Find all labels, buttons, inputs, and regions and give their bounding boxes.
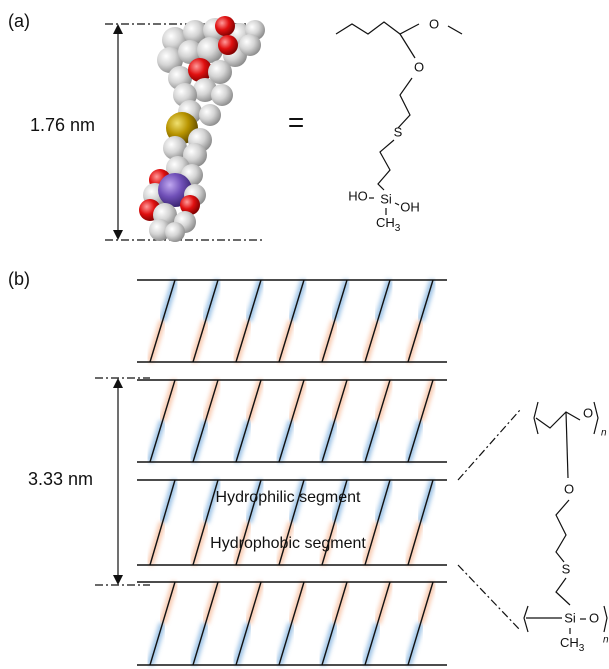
atom-sphere	[149, 219, 171, 241]
chain-line	[321, 479, 348, 566]
chain-line	[149, 581, 176, 666]
atom-label: O	[414, 59, 424, 74]
chain-line	[192, 581, 219, 666]
atom-label: S	[562, 561, 571, 576]
chain-line	[149, 479, 176, 566]
atom-sphere	[193, 78, 217, 102]
spacing-label: 3.33 nm	[28, 469, 93, 489]
atom-sphere	[199, 104, 221, 126]
chain-line	[149, 379, 176, 463]
bracket	[603, 605, 608, 633]
subscript: n	[601, 428, 607, 439]
chain-line	[364, 379, 391, 463]
atom-sphere	[163, 136, 187, 160]
chain-line	[278, 581, 305, 666]
bond	[335, 21, 420, 35]
atom-sphere	[183, 143, 207, 167]
chain-line	[235, 279, 262, 363]
chain-line	[321, 279, 348, 363]
atom-label: S	[394, 124, 403, 139]
chain-line	[364, 581, 391, 666]
chain-line	[149, 279, 176, 363]
atom-sphere	[178, 40, 202, 64]
chain-line	[192, 479, 219, 566]
chain-line	[364, 479, 391, 566]
atom-sphere	[180, 195, 200, 215]
bond	[397, 77, 413, 129]
equals-sign: =	[288, 106, 304, 137]
segment-label: Hydrophobic segment	[210, 535, 366, 552]
segment-label: Hydrophilic segment	[216, 489, 362, 506]
chain-line	[407, 379, 434, 463]
atom-sphere	[208, 60, 232, 84]
atom-sphere	[239, 34, 261, 56]
chain-line	[192, 379, 219, 463]
bond	[447, 25, 463, 35]
guide-line	[457, 564, 521, 631]
atom-label: CH3	[560, 635, 585, 653]
bond	[555, 577, 571, 606]
arrow-head	[113, 575, 123, 585]
bracket	[533, 401, 539, 435]
atom-label: O	[564, 481, 574, 496]
chain-line	[235, 479, 262, 566]
panel-label: (b)	[8, 269, 30, 289]
chain-line	[364, 279, 391, 363]
arrow-head	[113, 378, 123, 388]
atom-label: CH	[560, 635, 579, 650]
chain-line	[278, 479, 305, 566]
chain-line	[407, 279, 434, 363]
atom-sphere	[188, 58, 212, 82]
bond	[565, 411, 569, 479]
chain-line	[321, 581, 348, 666]
subscript: 3	[579, 643, 585, 654]
bond	[555, 499, 570, 563]
atom-sphere	[165, 222, 185, 242]
atom-label: O	[583, 405, 593, 420]
atom-sphere	[197, 37, 223, 63]
atom-label: CH3	[376, 215, 401, 233]
atom-label: O	[429, 16, 439, 31]
atom-label: CH	[376, 215, 395, 230]
atom-sphere	[218, 35, 238, 55]
atom-label: OH	[400, 199, 420, 214]
atom-sphere	[211, 84, 233, 106]
chain-line	[235, 379, 262, 463]
atom-label: HO	[348, 188, 368, 203]
atom-sphere	[157, 47, 183, 73]
bracket	[593, 401, 599, 435]
guide-line	[457, 409, 521, 481]
atom-label: Si	[564, 610, 576, 625]
chain-line	[192, 279, 219, 363]
bracket	[523, 605, 529, 633]
bond	[394, 202, 400, 206]
arrow-head	[113, 24, 123, 34]
chain-line	[278, 379, 305, 463]
bond	[535, 411, 581, 429]
length-label: 1.76 nm	[30, 115, 95, 135]
chain-line	[407, 479, 434, 566]
bond	[399, 33, 416, 59]
panel-label: (a)	[8, 11, 30, 31]
atom-label: O	[589, 610, 599, 625]
chain-line	[321, 379, 348, 463]
atom-label: Si	[380, 191, 392, 206]
chain-line	[407, 581, 434, 666]
subscript: n	[603, 635, 609, 646]
atom-sphere	[215, 16, 235, 36]
chain-line	[235, 581, 262, 666]
subscript: 3	[395, 223, 401, 234]
chain-line	[278, 279, 305, 363]
atom-sphere	[183, 20, 207, 44]
arrow-head	[113, 230, 123, 240]
bond	[377, 139, 395, 191]
